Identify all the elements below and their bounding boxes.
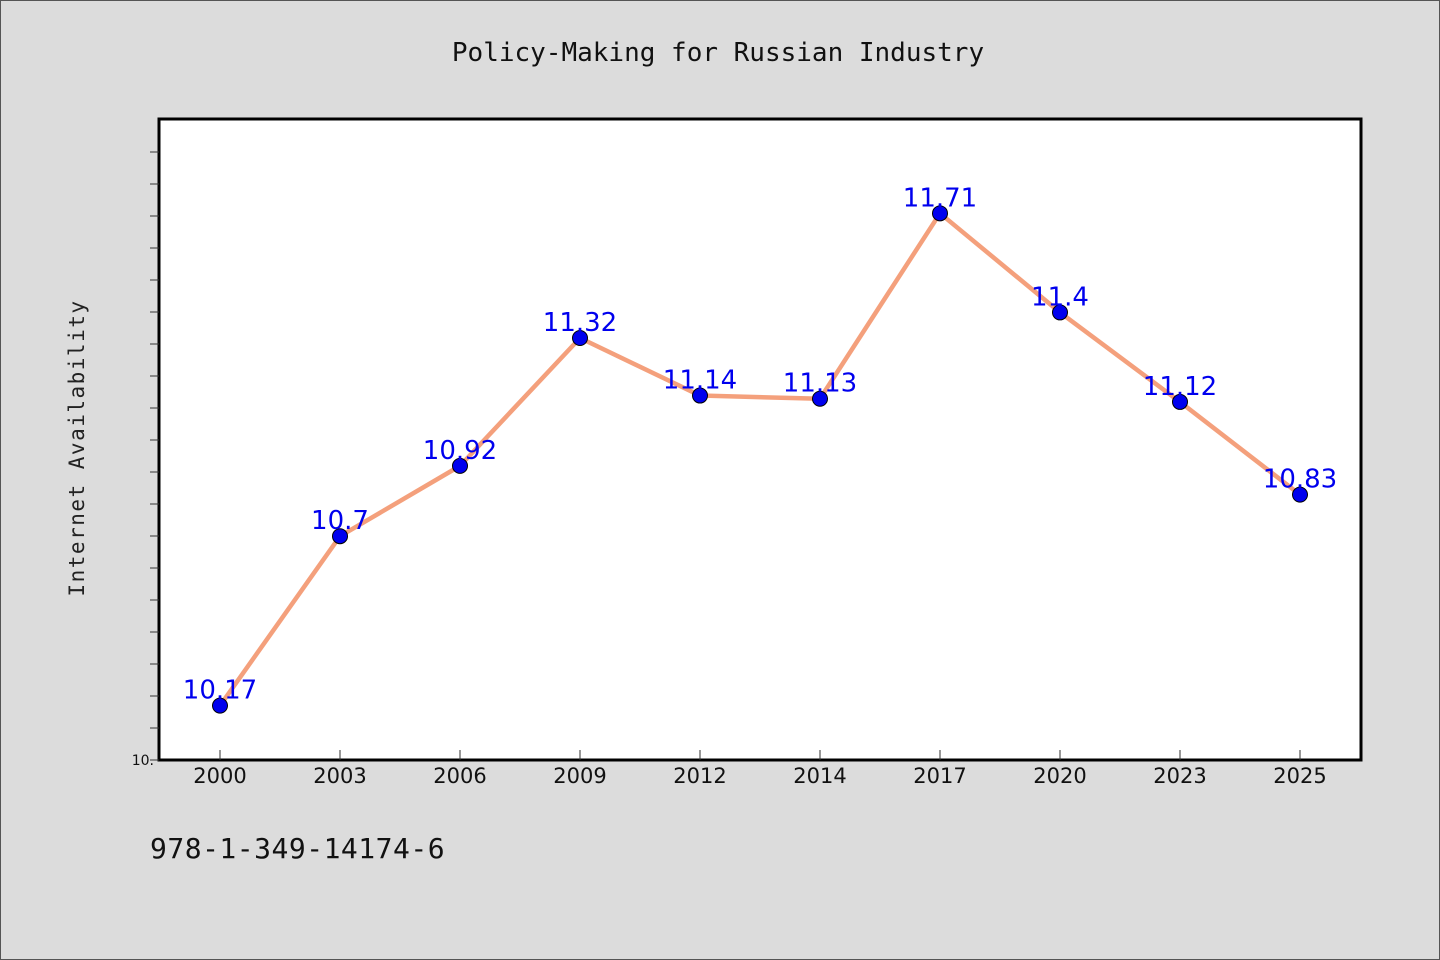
data-labels: 10.17 10.7 10.92 11.32 11.14 11.13 11.71 11.4 11…: [183, 183, 1337, 705]
data-label-2003: 10.7: [311, 506, 369, 536]
data-point-2017: [932, 205, 948, 222]
data-point-2006: [452, 457, 468, 474]
x-tick-label: 2025: [1273, 764, 1326, 788]
x-tick-label: 2023: [1153, 764, 1206, 788]
data-point-2003: [332, 528, 348, 545]
y-axis-ticks: 10.: [132, 151, 159, 769]
data-label-2014: 11.13: [783, 369, 857, 399]
data-point-2020: [1052, 304, 1068, 321]
data-point-2009: [572, 329, 588, 346]
series-line: [218, 211, 1302, 707]
data-point-2012: [692, 387, 708, 404]
data-point-2000: [212, 697, 228, 714]
x-tick-label: 2014: [793, 764, 846, 788]
data-label-2023: 11.12: [1143, 372, 1217, 402]
x-tick-label: 2003: [313, 764, 366, 788]
data-label-2020: 11.4: [1031, 282, 1089, 312]
data-label-2000: 10.17: [183, 676, 257, 706]
x-tick-label: 2009: [553, 764, 606, 788]
data-label-2009: 11.32: [543, 308, 617, 338]
y-axis-label: Internet Availability: [65, 299, 89, 596]
data-point-2014: [812, 390, 828, 407]
isbn-text: 978-1-349-14174-6: [150, 832, 446, 865]
x-tick-label: 2020: [1033, 764, 1086, 788]
data-point-2023: [1172, 393, 1188, 410]
plot-area: [157, 117, 1363, 762]
chart-title: Policy-Making for Russian Industry: [452, 38, 984, 68]
data-label-2017: 11.71: [903, 183, 977, 213]
data-point-2025: [1292, 486, 1308, 503]
data-label-2006: 10.92: [423, 436, 497, 466]
x-tick-label: 2000: [193, 764, 246, 788]
data-label-2012: 11.14: [663, 366, 737, 396]
x-tick-label: 2006: [433, 764, 486, 788]
x-tick-label: 2017: [913, 764, 966, 788]
x-axis: 2000 2003 2006 2009 2012 2014 2017 2020 2023 2025: [193, 750, 1327, 788]
y-tick-label: 10.: [132, 753, 154, 769]
series-layer: [212, 205, 1308, 714]
x-tick-label: 2012: [673, 764, 726, 788]
data-label-2025: 10.83: [1263, 465, 1337, 495]
